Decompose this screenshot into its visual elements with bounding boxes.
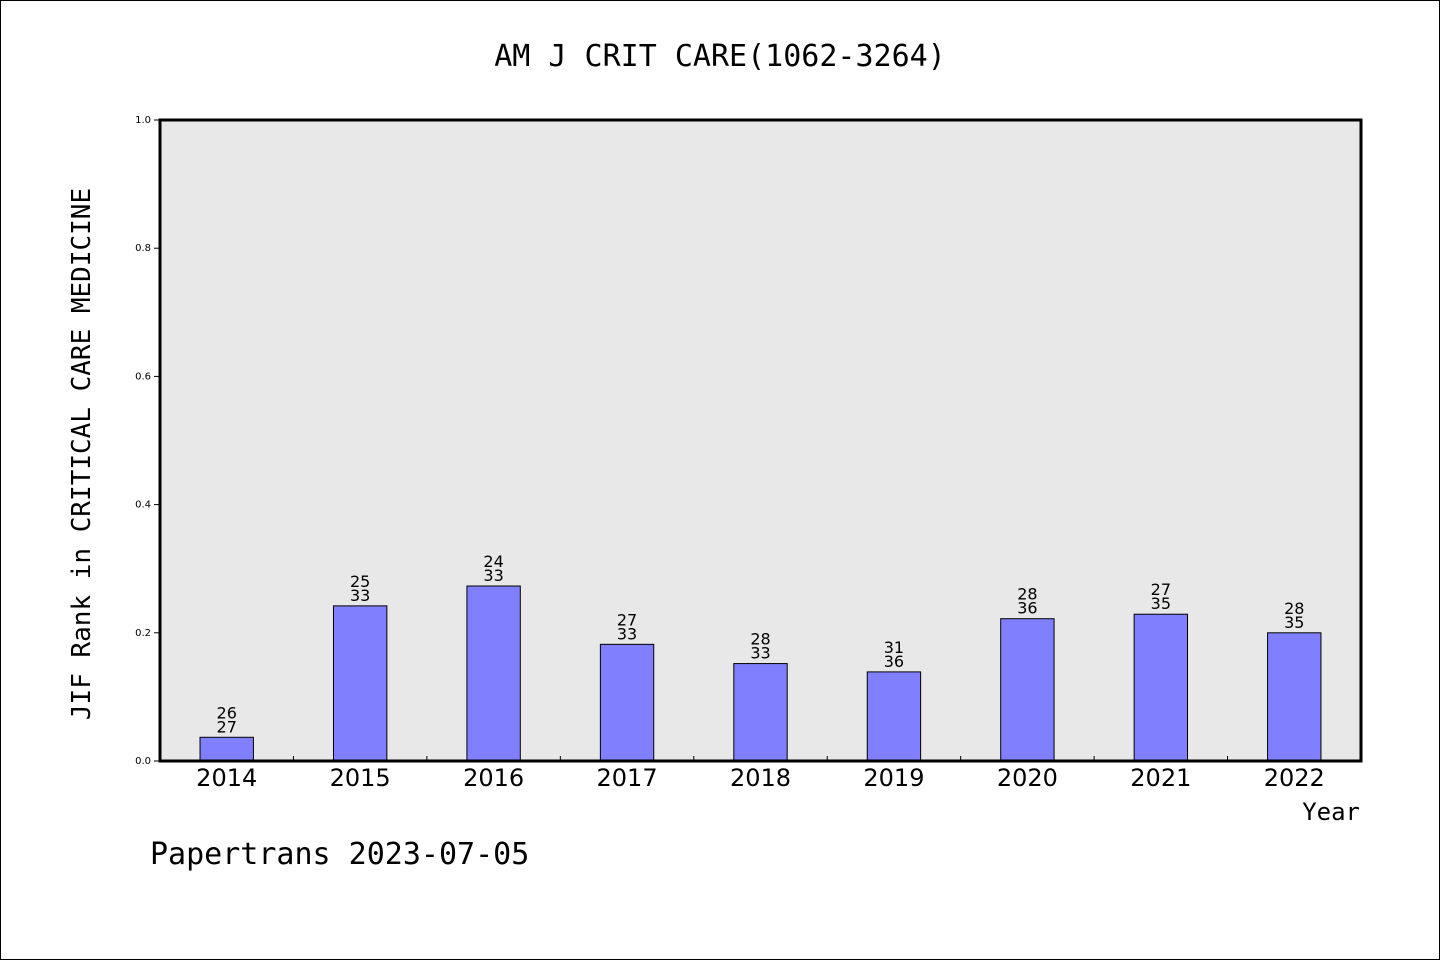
y-tick-label: 1.0	[135, 115, 151, 126]
bar-2014	[199, 736, 254, 762]
bar-rank-label: 31	[884, 638, 904, 657]
bar-total-label: 35	[1151, 594, 1171, 613]
x-tick-label: 2022	[1264, 764, 1325, 792]
bar-rank-label: 26	[217, 703, 237, 722]
y-tick-label: 0.4	[135, 500, 151, 511]
bar-total-label: 33	[483, 566, 503, 585]
y-tick-label: 0.0	[135, 756, 151, 767]
footer-credit: Papertrans 2023-07-05	[150, 837, 529, 872]
x-tick-label: 2015	[330, 764, 391, 792]
x-tick-label: 2020	[997, 764, 1058, 792]
x-axis-label: Year	[1302, 798, 1360, 826]
bar-total-label: 36	[1017, 599, 1037, 618]
x-tick-label: 2016	[463, 764, 524, 792]
y-tick-label: 0.6	[135, 371, 151, 382]
x-tick-label: 2021	[1130, 764, 1191, 792]
bar-total-label: 33	[617, 624, 637, 643]
bar-2017	[599, 643, 655, 762]
chart-title: AM J CRIT CARE(1062-3264)	[494, 39, 946, 74]
bar-2016	[466, 585, 521, 762]
bar-rank-label: 24	[483, 552, 503, 571]
y-tick-label: 0.8	[135, 243, 151, 254]
bar-total-label: 33	[350, 586, 370, 605]
bar-2015	[332, 605, 388, 762]
plot-area: 0.00.20.40.60.81.02627201425332015243320…	[135, 115, 1363, 792]
bar-rank-label: 28	[750, 630, 770, 649]
x-tick-label: 2018	[730, 764, 791, 792]
bar-2018	[733, 663, 788, 762]
bar-total-label: 33	[750, 644, 770, 663]
bar-total-label: 36	[884, 652, 904, 671]
plot-frame	[158, 118, 1363, 763]
bar-2021	[1133, 613, 1189, 762]
y-axis-label: JIF Rank in CRITICAL CARE MEDICINE	[67, 188, 97, 720]
x-tick-label: 2014	[196, 764, 257, 792]
bar-total-label: 35	[1284, 613, 1304, 632]
bar-2019	[866, 671, 922, 762]
bar-2022	[1267, 632, 1322, 762]
bar-total-label: 27	[217, 717, 237, 736]
bar-rank-label: 27	[617, 610, 637, 629]
x-tick-label: 2017	[597, 764, 658, 792]
bar-rank-label: 28	[1017, 585, 1037, 604]
bar-rank-label: 25	[350, 572, 370, 591]
bar-rank-label: 27	[1151, 580, 1171, 599]
x-tick-label: 2019	[863, 764, 924, 792]
bar-2020	[1000, 618, 1055, 762]
bar-rank-label: 28	[1284, 599, 1304, 618]
y-tick-label: 0.2	[135, 628, 151, 639]
